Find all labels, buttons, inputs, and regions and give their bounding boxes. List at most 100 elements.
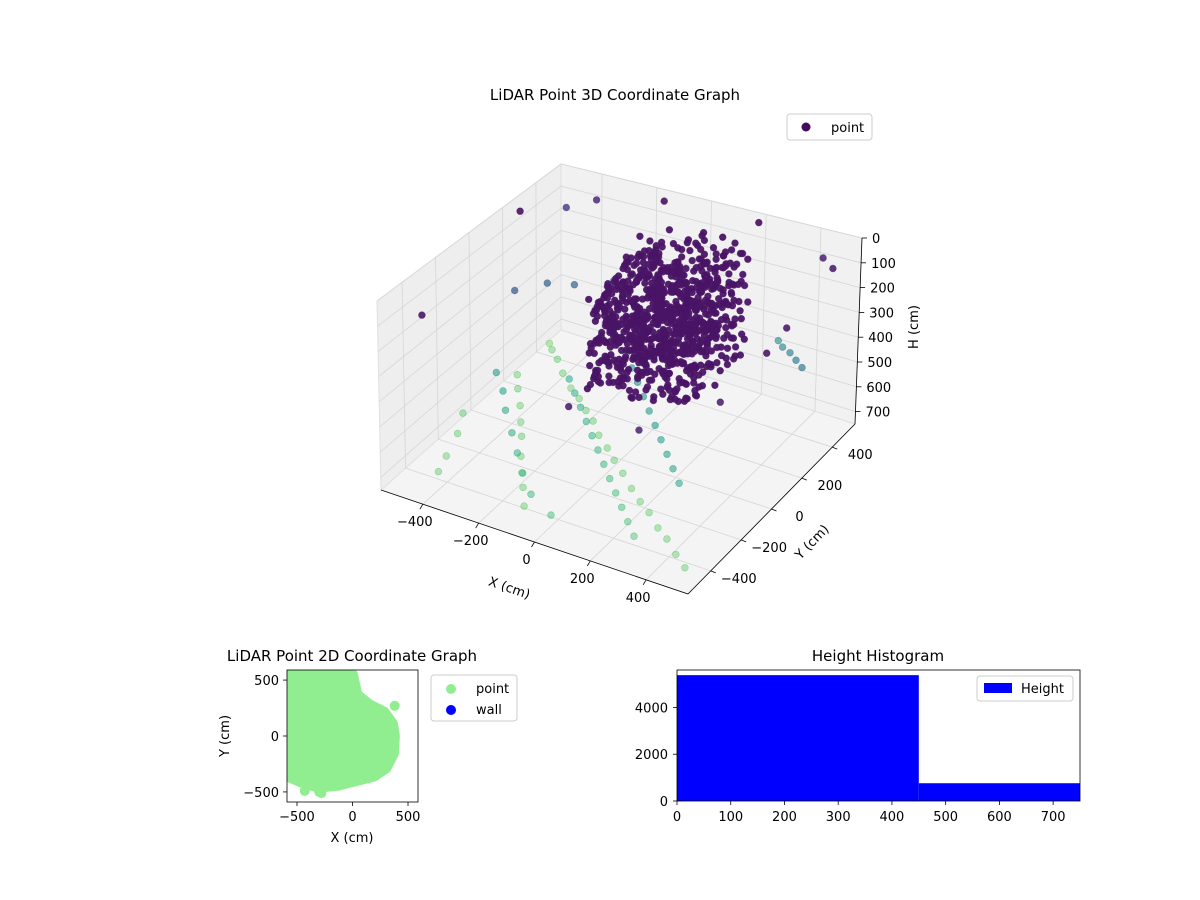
point-3d (630, 295, 639, 303)
grid-line-z-left (378, 230, 562, 377)
point-3d (591, 317, 600, 325)
point-3d (632, 276, 641, 284)
grid-line-y (438, 438, 742, 541)
point-3d (508, 429, 516, 437)
point-3d (492, 368, 500, 377)
x-tick-label-3d: 400 (626, 591, 651, 606)
point-3d (663, 318, 672, 327)
point-3d (565, 375, 573, 383)
point-3d (719, 290, 727, 298)
point-3d (442, 452, 450, 460)
point-3d (624, 517, 632, 526)
point-3d (732, 260, 741, 268)
point-3d (625, 386, 634, 395)
point-3d (829, 264, 837, 273)
legend-3d-marker (801, 122, 811, 132)
point-3d (688, 256, 696, 265)
y-tick-3d (710, 570, 716, 574)
point-3d (676, 304, 684, 312)
grid-line-y-left (435, 257, 439, 440)
point-3d (640, 247, 649, 255)
point-cloud-2d-body (287, 670, 400, 793)
point-3d (755, 218, 763, 227)
point-3d (632, 259, 641, 267)
point-3d (704, 298, 712, 306)
point-3d (663, 450, 671, 458)
point-3d (718, 233, 727, 241)
y-tick-label-2d: 500 (254, 674, 279, 689)
x-tick-3d (419, 503, 424, 510)
point-3d (798, 363, 806, 372)
point-3d (718, 263, 726, 272)
z-tick-label-3d: 100 (871, 257, 896, 272)
point-3d (680, 271, 688, 279)
point-3d (712, 250, 720, 258)
point-3d (686, 246, 694, 255)
point-3d (651, 421, 659, 430)
x-tick-3d (531, 541, 535, 548)
point-3d (603, 289, 611, 297)
point-3d (634, 336, 642, 344)
point-3d (571, 389, 579, 397)
point-3d (633, 253, 642, 261)
point-3d (570, 281, 579, 289)
point-3d (627, 393, 635, 401)
point-3d (669, 465, 677, 473)
point-3d (594, 446, 602, 454)
point-3d (619, 264, 627, 273)
z-axis-line (854, 237, 863, 425)
point-3d (664, 309, 673, 318)
point-3d (727, 320, 736, 328)
point-3d (682, 291, 690, 300)
point-3d (518, 469, 527, 477)
hist-frame (676, 669, 1081, 802)
point-3d (692, 306, 700, 315)
point-3d (654, 296, 663, 304)
point-3d (731, 315, 739, 323)
point-3d (513, 449, 521, 457)
point-3d (744, 255, 752, 263)
point-3d (645, 407, 653, 415)
point-3d (739, 270, 747, 279)
point-3d (672, 297, 680, 306)
point-3d (459, 409, 467, 417)
point-3d (703, 342, 711, 350)
z-tick-label-3d: 300 (869, 306, 894, 321)
point-3d (731, 239, 739, 247)
point-3d (576, 403, 585, 411)
point-3d (620, 374, 628, 382)
point-3d (681, 564, 689, 572)
plot-3d-title: LiDAR Point 3D Coordinate Graph (490, 86, 740, 104)
point-3d (664, 263, 672, 272)
grid-line-y (405, 467, 711, 572)
point-3d (736, 249, 745, 258)
point-3d (654, 524, 662, 532)
point-3d (636, 232, 644, 241)
z-axis-label-3d: H (cm) (907, 305, 922, 349)
legend-hist: Height (976, 675, 1074, 702)
point-3d (666, 360, 675, 368)
point-3d (744, 298, 752, 306)
grid-line-y-left (468, 232, 472, 411)
point-3d (648, 288, 656, 296)
point-3d (728, 302, 737, 310)
grid-line-y-left (401, 282, 406, 469)
hist-x-tick-label: 600 (987, 810, 1012, 825)
point-3d (607, 351, 615, 359)
point-3d (698, 382, 707, 390)
y-axis-label-3d: Y (cm) (792, 522, 833, 563)
y-tick-3d (771, 508, 777, 512)
point-3d (716, 398, 724, 406)
point-3d (736, 307, 744, 315)
z-tick-label-3d: 400 (868, 331, 893, 346)
point-3d (659, 370, 667, 378)
point-3d (682, 367, 691, 375)
point-3d (592, 196, 601, 204)
point-3d (642, 386, 650, 394)
point-3d (727, 334, 735, 342)
point-3d (638, 371, 646, 379)
point-3d (675, 289, 683, 297)
legend-3d-frame (786, 113, 873, 141)
z-tick-label-3d: 600 (866, 381, 891, 396)
point-3d (695, 300, 704, 309)
